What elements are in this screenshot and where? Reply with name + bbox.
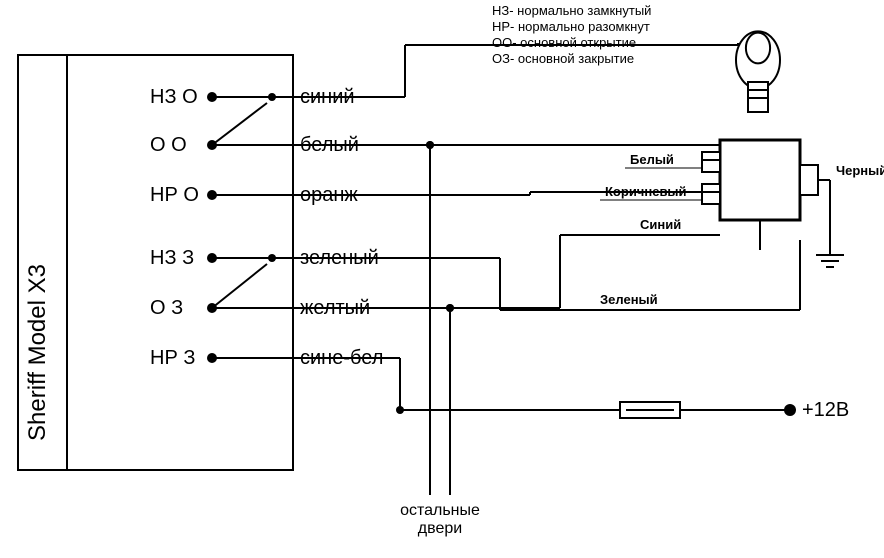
other-doors-label: остальные (400, 502, 480, 519)
actuator-wire-label: Зеленый (600, 292, 658, 307)
legend-line: ОЗ- основной закрытие (492, 51, 634, 66)
other-doors-label: двери (418, 520, 462, 537)
pin-label: НЗ О (150, 86, 198, 108)
actuator-wire-label: Синий (640, 217, 681, 232)
module-title: Sheriff Model X3 (24, 264, 51, 441)
legend-line: НР- нормально разомкнут (492, 19, 650, 34)
wiring-diagram: Sheriff Model X3НЗ- нормально замкнутыйН… (0, 0, 884, 558)
pin-label: О З (150, 297, 183, 319)
actuator-wire-label: Черный (836, 163, 884, 178)
pin-label: НЗ З (150, 247, 194, 269)
actuator-wire-label: Коричневый (605, 184, 687, 199)
legend-line: НЗ- нормально замкнутый (492, 3, 651, 18)
actuator-wire-label: Белый (630, 152, 674, 167)
legend-line: ОО- основной открытие (492, 35, 636, 50)
pin-label: НР О (150, 184, 199, 206)
power-label: +12B (802, 399, 849, 421)
pin-label: НР З (150, 347, 195, 369)
pin-label: О О (150, 134, 187, 156)
